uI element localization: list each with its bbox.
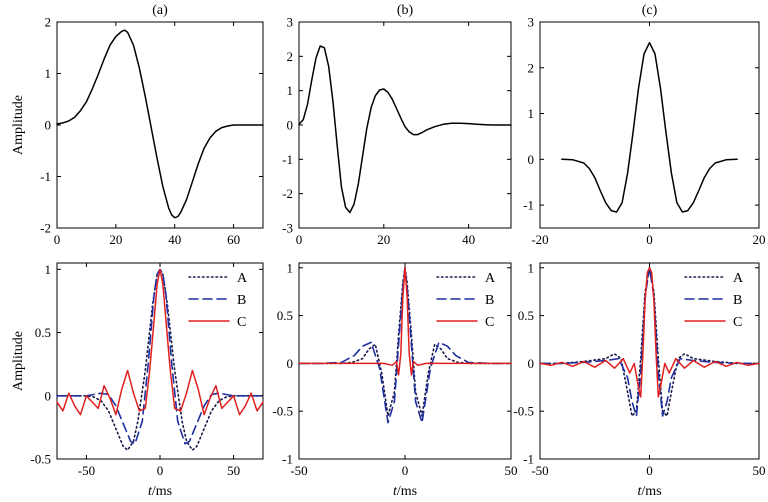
plot-frame: [539, 21, 760, 229]
x-axis-label: t/ms: [393, 484, 417, 499]
y-tick-label: 2: [528, 60, 535, 75]
y-tick-label: 0: [287, 356, 294, 371]
panel-c-bottom: -50 0 50 -1 -0.5 0 0.5 1 t/ms ABC: [513, 260, 765, 499]
legend-label-c: C: [733, 315, 742, 330]
y-tick-label: -0.5: [513, 404, 534, 419]
y-tick-label: -1: [523, 452, 534, 467]
panel-title: (a): [152, 3, 168, 18]
x-tick-label: 0: [402, 463, 409, 478]
x-tick-label: 0: [646, 232, 653, 247]
y-tick-label: 0: [287, 118, 294, 133]
legend-label-b: B: [733, 293, 742, 308]
y-axis-label: Amplitude: [11, 95, 26, 155]
x-tick-label: 50: [753, 463, 766, 478]
x-tick-label: -20: [531, 232, 548, 247]
series-line-c: [298, 267, 512, 376]
series-line-c: [56, 268, 264, 416]
x-axis-label-italic: t: [148, 484, 153, 499]
x-tick-label: 20: [753, 232, 766, 247]
series-line-wavelet: [298, 45, 512, 214]
panel-a-bottom: -50 0 50 -0.5 0 0.5 1 Amplitude t/ms ABC: [11, 262, 264, 499]
x-tick-label: 0: [646, 463, 653, 478]
x-tick-label: 40: [462, 232, 475, 247]
legend-label-a: A: [733, 271, 744, 286]
series-line-c: [539, 267, 760, 398]
y-tick-label: 0.5: [35, 325, 51, 340]
y-tick-label: 0: [528, 152, 535, 167]
plot-frame: [298, 262, 512, 460]
series-line-a: [56, 268, 264, 451]
x-tick-label: 0: [296, 232, 303, 247]
y-tick-label: 3: [287, 15, 294, 30]
y-tick-label: 1: [45, 66, 52, 81]
y-tick-label: 1: [45, 262, 52, 277]
y-tick-label: 1: [528, 260, 535, 275]
y-tick-label: -2: [282, 186, 293, 201]
panel-a-top: 0 20 40 60 -2 -1 0 1 2 (a) Amplitude: [11, 3, 264, 247]
series-line-wavelet: [56, 29, 264, 219]
x-axis-label-unit: /ms: [641, 484, 661, 499]
y-tick-label: -3: [282, 221, 293, 236]
panel-b-top: 0 20 40 -3 -2 -1 0 1 2 3 (b): [282, 3, 512, 247]
y-tick-label: -1: [40, 169, 51, 184]
x-tick-label: 0: [54, 232, 61, 247]
x-tick-label: 50: [505, 463, 518, 478]
series-line-wavelet: [561, 41, 738, 213]
y-tick-label: -1: [282, 152, 293, 167]
legend-label-a: A: [237, 271, 248, 286]
x-tick-label: 20: [377, 232, 390, 247]
y-tick-label: -0.5: [30, 452, 51, 467]
y-tick-label: -1: [282, 452, 293, 467]
legend-label-b: B: [485, 293, 494, 308]
y-axis-label: Amplitude: [11, 331, 26, 391]
y-tick-label: 1: [287, 83, 294, 98]
legend-label-b: B: [237, 293, 246, 308]
panel-title: (b): [397, 3, 414, 18]
x-tick-label: 0: [157, 463, 164, 478]
y-tick-label: 3: [528, 15, 535, 30]
legend-label-c: C: [237, 315, 246, 330]
x-axis-label-italic: t: [393, 484, 398, 499]
y-tick-label: 1: [528, 106, 535, 121]
x-tick-label: 60: [227, 232, 240, 247]
legend-label-c: C: [485, 315, 494, 330]
y-tick-label: -0.5: [272, 404, 293, 419]
y-tick-label: 0: [528, 356, 535, 371]
y-tick-label: -1: [523, 198, 534, 213]
x-axis-label-italic: t: [637, 484, 642, 499]
y-tick-label: 0: [45, 388, 52, 403]
y-tick-label: 2: [287, 49, 294, 64]
plot-frame: [539, 262, 760, 460]
x-tick-label: 50: [227, 463, 240, 478]
x-tick-label: -50: [290, 463, 307, 478]
x-tick-label: 40: [168, 232, 181, 247]
plot-frame: [56, 21, 264, 229]
x-tick-label: -50: [531, 463, 548, 478]
y-tick-label: -2: [40, 221, 51, 236]
x-tick-label: 20: [109, 232, 122, 247]
legend-label-a: A: [485, 271, 496, 286]
x-axis-label-unit: /ms: [397, 484, 417, 499]
y-tick-label: 0: [45, 118, 52, 133]
x-tick-label: -50: [78, 463, 95, 478]
x-axis-label: t/ms: [148, 484, 172, 499]
y-tick-label: 2: [45, 15, 52, 30]
panel-title: (c): [642, 3, 658, 18]
panel-c-top: -20 0 20 -1 0 1 2 3 (c): [523, 3, 765, 247]
y-tick-label: 1: [287, 260, 294, 275]
x-axis-label: t/ms: [637, 484, 661, 499]
y-tick-label: 0.5: [277, 308, 293, 323]
y-tick-label: 0.5: [518, 308, 534, 323]
x-axis-label-unit: /ms: [152, 484, 172, 499]
plot-frame: [56, 262, 264, 460]
panel-b-bottom: -50 0 50 -1 -0.5 0 0.5 1 t/ms ABC: [272, 260, 517, 499]
